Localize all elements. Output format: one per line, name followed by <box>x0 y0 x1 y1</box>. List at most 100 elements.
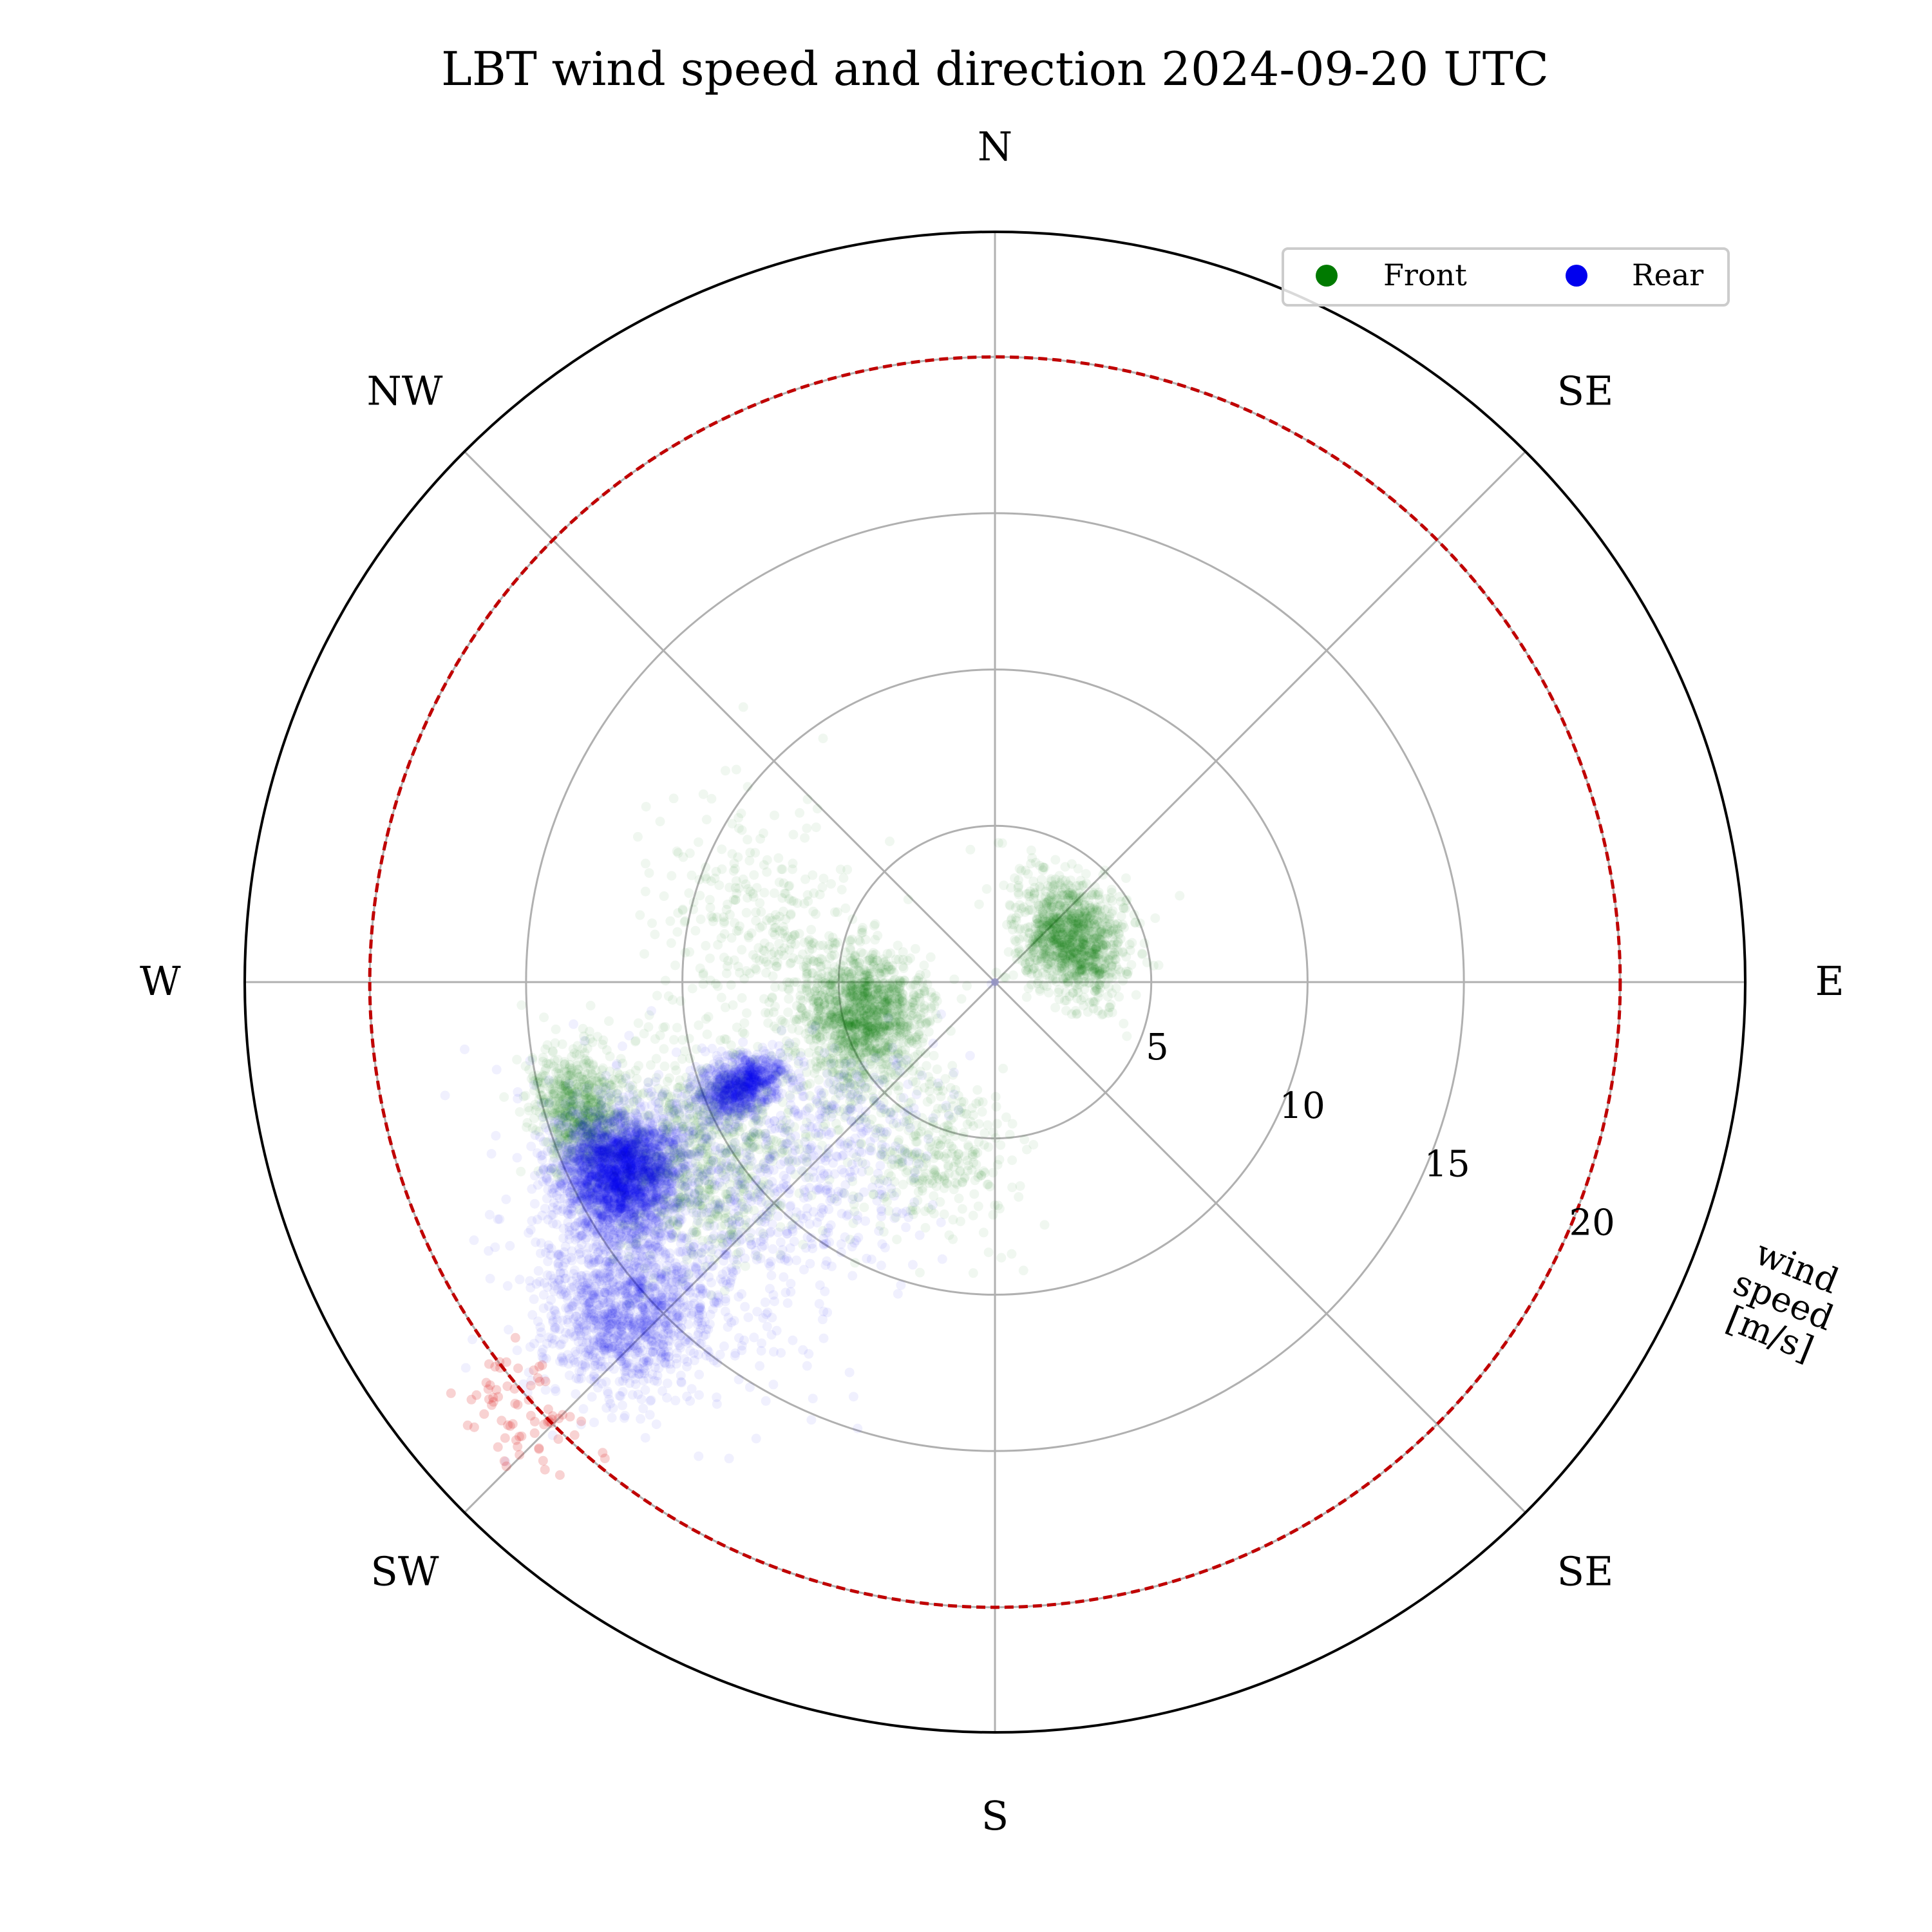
data-point <box>1094 933 1104 943</box>
data-point <box>1006 883 1016 893</box>
data-point <box>1071 924 1081 934</box>
data-point <box>737 825 747 835</box>
data-point <box>1046 957 1057 967</box>
data-point <box>1075 959 1085 969</box>
data-point <box>1101 894 1111 904</box>
data-point <box>858 923 867 933</box>
data-point <box>1124 940 1135 950</box>
data-point <box>1049 959 1059 969</box>
data-point <box>1091 971 1101 981</box>
data-point <box>1118 903 1128 913</box>
data-point <box>896 978 905 989</box>
data-point <box>668 793 679 804</box>
data-point <box>719 952 729 963</box>
data-point <box>1078 936 1088 947</box>
data-point <box>1074 952 1084 963</box>
data-point <box>1075 875 1086 886</box>
data-point <box>1050 919 1061 929</box>
data-point <box>666 938 676 948</box>
data-point <box>996 1253 1007 1263</box>
data-point <box>678 852 688 862</box>
data-point <box>565 1070 575 1081</box>
data-point <box>1047 931 1057 942</box>
data-point <box>957 1204 967 1214</box>
data-point <box>882 1001 893 1011</box>
data-point <box>795 808 805 818</box>
data-point <box>910 980 920 990</box>
data-point <box>1050 934 1061 944</box>
data-point <box>981 884 992 894</box>
data-point <box>1038 913 1048 923</box>
data-point <box>1050 855 1061 865</box>
data-point <box>1043 987 1054 998</box>
data-point <box>991 1101 1001 1112</box>
data-point <box>810 1068 820 1078</box>
data-point <box>1039 909 1049 920</box>
data-point <box>1092 916 1103 926</box>
data-point <box>1025 943 1036 953</box>
data-point <box>1130 918 1141 928</box>
data-point <box>925 952 936 962</box>
data-point <box>802 823 812 833</box>
data-point <box>1063 910 1074 920</box>
data-point <box>772 958 782 968</box>
data-point <box>755 898 765 908</box>
data-point <box>716 933 726 943</box>
data-point <box>1065 949 1075 960</box>
data-point <box>884 1168 894 1179</box>
data-point <box>777 864 788 875</box>
data-point <box>499 1092 509 1102</box>
data-point <box>716 992 726 1003</box>
data-point <box>934 1150 944 1160</box>
data-point <box>1054 922 1064 933</box>
data-point <box>1090 996 1100 1007</box>
data-point <box>758 828 768 838</box>
data-point <box>1111 983 1121 993</box>
data-point <box>774 877 784 887</box>
data-point <box>885 837 895 846</box>
data-point <box>990 1092 1001 1102</box>
data-point <box>1113 965 1124 974</box>
data-point <box>1007 1119 1018 1129</box>
data-point <box>1093 953 1103 963</box>
data-point <box>705 895 715 905</box>
data-point <box>915 970 925 980</box>
data-point <box>1037 923 1047 933</box>
data-point <box>1062 923 1072 934</box>
data-point <box>861 1069 871 1079</box>
data-point <box>968 1121 978 1131</box>
data-point <box>1065 952 1075 963</box>
data-point <box>1118 920 1128 930</box>
data-point <box>542 1040 553 1050</box>
data-point <box>818 734 828 744</box>
theta-grid-line-5 <box>464 981 996 1513</box>
data-point <box>730 918 739 928</box>
data-point <box>826 879 836 889</box>
data-point <box>1092 902 1102 913</box>
data-point <box>919 960 929 971</box>
data-point <box>1047 971 1057 981</box>
data-point <box>1065 896 1075 906</box>
data-point <box>729 858 739 869</box>
data-point <box>743 782 753 792</box>
data-point <box>994 838 1003 848</box>
data-point <box>743 893 753 903</box>
data-point <box>695 963 705 974</box>
data-point <box>1010 935 1020 945</box>
data-point <box>633 1018 643 1028</box>
data-point <box>1055 952 1065 963</box>
data-point <box>763 1018 773 1028</box>
data-point <box>956 994 967 1004</box>
data-point <box>954 1193 964 1204</box>
data-point <box>705 953 715 963</box>
data-point <box>694 875 705 885</box>
data-point <box>643 1022 654 1032</box>
data-point <box>1093 992 1103 1002</box>
data-point <box>1043 918 1052 929</box>
data-point <box>1052 923 1061 934</box>
data-point <box>1056 923 1066 934</box>
data-point <box>1090 961 1101 971</box>
data-point <box>949 1184 959 1195</box>
data-point <box>795 994 806 1005</box>
data-point <box>910 943 920 954</box>
